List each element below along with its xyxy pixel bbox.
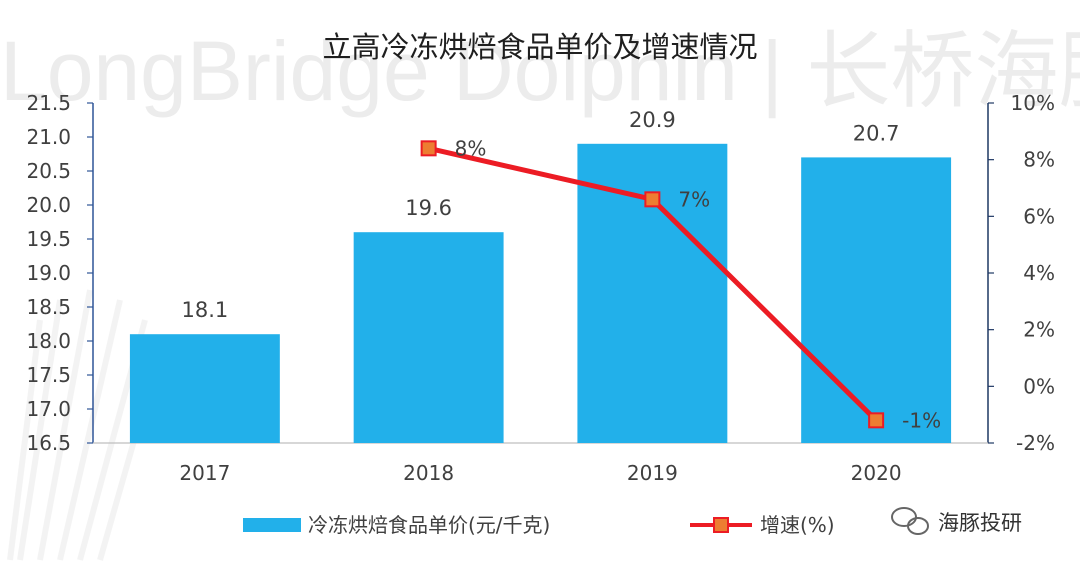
growth-value-label: 8%	[455, 136, 487, 160]
bar-value-label: 20.9	[629, 108, 676, 132]
left-axis-tick-label: 20.0	[26, 193, 71, 217]
brand-name: 海豚投研	[938, 511, 1022, 535]
bar-value-label: 20.7	[853, 121, 900, 145]
left-axis-tick-label: 21.5	[26, 91, 71, 115]
left-axis-tick-label: 18.0	[26, 329, 71, 353]
bar-2017	[129, 334, 280, 443]
left-axis-tick-label: 20.5	[26, 159, 71, 183]
growth-marker	[868, 412, 885, 429]
growth-value-label: 7%	[678, 187, 710, 211]
right-axis-tick-label: -2%	[1016, 431, 1055, 455]
right-axis-tick-label: 6%	[1023, 204, 1055, 228]
growth-marker	[644, 191, 661, 208]
chart-title: 立高冷冻烘焙食品单价及增速情况	[322, 30, 757, 64]
legend-bar-swatch	[243, 518, 301, 532]
legend: 冷冻烘焙食品单价(元/千克) 增速(%)	[243, 513, 835, 537]
wechat-icon	[891, 507, 929, 535]
growth-marker	[420, 140, 437, 157]
watermark-logo	[7, 289, 163, 561]
x-axis-tick-label: 2017	[179, 461, 230, 485]
x-axis-tick-label: 2020	[851, 461, 902, 485]
left-axis-tick-label: 19.0	[26, 261, 71, 285]
x-axis-tick-label: 2019	[627, 461, 678, 485]
legend-line-marker	[713, 517, 729, 533]
right-axis-tick-label: 0%	[1023, 374, 1055, 398]
right-axis-tick-label: 8%	[1023, 148, 1055, 172]
right-axis-tick-label: 2%	[1023, 318, 1055, 342]
legend-line-label: 增速(%)	[760, 513, 835, 537]
left-axis-tick-label: 18.5	[26, 295, 71, 319]
brand-badge: 海豚投研	[891, 507, 1022, 535]
left-axis-tick-label: 21.0	[26, 125, 71, 149]
watermark-text: LongBridge Dolphin | 长桥海豚投研	[0, 24, 1080, 118]
bar-2020	[801, 157, 952, 443]
left-axis-tick-label: 19.5	[26, 227, 71, 251]
x-axis-tick-label: 2018	[403, 461, 454, 485]
left-axis-tick-label: 17.5	[26, 363, 71, 387]
growth-value-label: -1%	[902, 408, 941, 432]
bar-value-label: 19.6	[405, 196, 452, 220]
bar-value-label: 18.1	[181, 298, 228, 322]
right-axis-tick-label: 4%	[1023, 261, 1055, 285]
left-axis-tick-label: 16.5	[26, 431, 71, 455]
left-axis-tick-label: 17.0	[26, 397, 71, 421]
legend-bar-label: 冷冻烘焙食品单价(元/千克)	[308, 513, 550, 537]
right-axis-tick-label: 10%	[1011, 91, 1055, 115]
bar-2018	[353, 232, 504, 443]
